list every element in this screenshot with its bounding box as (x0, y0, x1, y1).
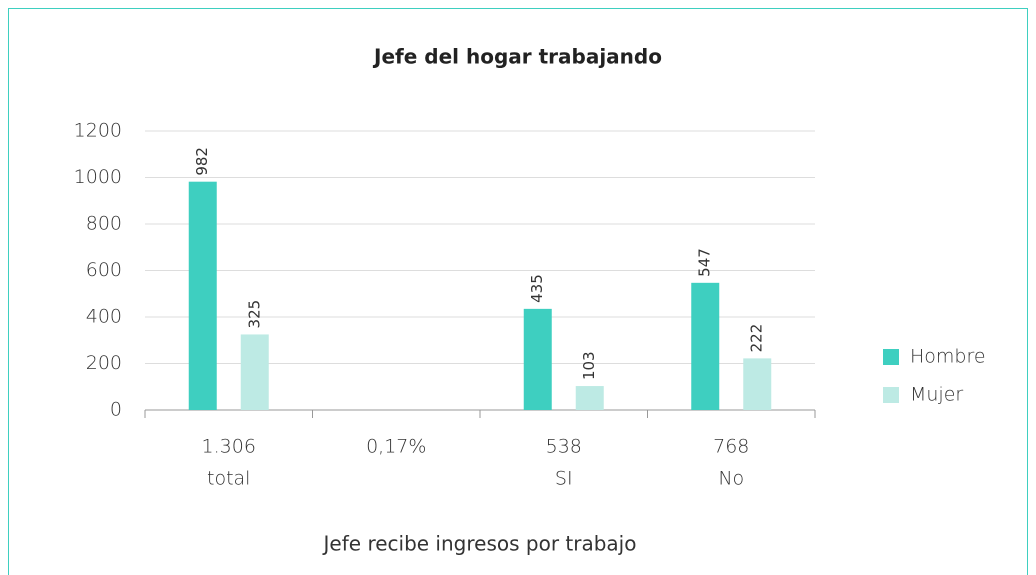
data-label: 547 (696, 248, 714, 277)
x-tick-label: No (718, 468, 744, 490)
bar (188, 181, 217, 410)
y-tick-label: 0 (110, 399, 122, 421)
y-tick-label: 1200 (74, 120, 122, 142)
legend-swatch (883, 387, 899, 403)
y-tick-label: 400 (86, 306, 122, 328)
data-label: 103 (580, 351, 598, 380)
y-tick-label: 600 (86, 259, 122, 281)
bar (743, 358, 772, 410)
x-tick-label: 1.306 (202, 436, 256, 458)
data-label: 982 (193, 147, 211, 176)
legend-swatch (883, 349, 899, 365)
x-tick-label: 0,17% (366, 436, 426, 458)
y-tick-label: 200 (86, 352, 122, 374)
y-tick-label: 800 (86, 213, 122, 235)
x-axis-label: Jefe recibe ingresos por trabajo (322, 532, 637, 556)
bar (523, 308, 552, 410)
chart-title: Jefe del hogar trabajando (372, 45, 662, 69)
data-label: 222 (748, 324, 766, 353)
bar (691, 282, 720, 410)
legend-label: Hombre (910, 346, 986, 368)
legend-label: Mujer (910, 384, 963, 406)
bar (575, 386, 604, 410)
x-tick-label: 768 (713, 436, 749, 458)
bar (240, 334, 269, 410)
frame (8, 8, 1028, 575)
x-tick-label: 538 (546, 436, 582, 458)
data-label: 325 (245, 300, 263, 329)
x-tick-label: SI (555, 468, 573, 490)
x-tick-label: total (207, 468, 250, 490)
y-tick-label: 1000 (74, 166, 122, 188)
data-label: 435 (528, 274, 546, 303)
